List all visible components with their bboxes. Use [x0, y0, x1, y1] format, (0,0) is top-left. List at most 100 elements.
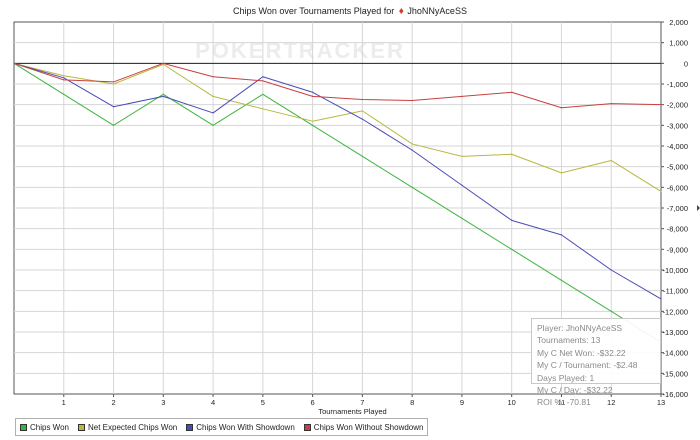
chart-title-player: JhoNNyAceSS — [407, 6, 467, 16]
series-point-1 — [262, 108, 264, 110]
legend: Chips Won Net Expected Chips Won Chips Won… — [15, 418, 429, 436]
series-point-3 — [312, 95, 314, 97]
series-point-3 — [63, 79, 65, 81]
series-point-2 — [312, 91, 314, 93]
chart-title: Chips Won over Tournaments Played for ♦ … — [0, 6, 700, 17]
series-point-2 — [162, 95, 164, 97]
series-point-1 — [660, 190, 662, 193]
series-point-1 — [461, 155, 463, 157]
series-point-2 — [361, 118, 363, 120]
series-point-0 — [112, 124, 115, 126]
legend-swatch — [186, 423, 194, 431]
x-tick-label: 4 — [211, 398, 215, 407]
x-tick-label: 10 — [508, 398, 516, 407]
tooltip-line: Tournaments: 13 — [537, 335, 601, 346]
x-tick-label: 1 — [62, 398, 66, 407]
series-point-2 — [63, 77, 65, 79]
series-point-3 — [112, 81, 115, 83]
y-tick-label: -15,000 — [663, 369, 688, 378]
tooltip-line: My C / Tournament: -$2.48 — [537, 360, 638, 371]
legend-item[interactable]: Net Expected Chips Won — [77, 422, 178, 432]
series-point-0 — [610, 310, 612, 312]
x-axis-label: Tournaments Played — [318, 407, 386, 416]
legend-item[interactable]: Chips Won — [20, 423, 69, 432]
chart-title-text: Chips Won over Tournaments Played for — [233, 6, 395, 16]
legend-item[interactable]: Chips Won With Showdown — [186, 423, 295, 432]
series-point-3 — [411, 99, 413, 102]
series-line-1 — [13, 62, 662, 192]
legend-label: Chips Won Without Showdown — [313, 422, 424, 432]
tooltip-line: ROI %: -70.81 — [537, 397, 591, 408]
x-tick-label: 5 — [261, 398, 265, 407]
series-point-3 — [262, 80, 264, 82]
series-point-1 — [560, 172, 563, 174]
series-point-1 — [63, 75, 65, 77]
series-point-2 — [112, 106, 115, 108]
series-point-3 — [610, 103, 612, 105]
y-tick-label: -8,000 — [667, 225, 688, 234]
x-tick-label: 12 — [607, 398, 615, 407]
series-point-1 — [112, 83, 115, 85]
series-point-2 — [411, 149, 413, 151]
series-point-1 — [212, 95, 214, 97]
series-point-2 — [461, 184, 463, 186]
series-point-3 — [13, 62, 15, 64]
y-tick-label: -5,000 — [667, 163, 688, 172]
tooltip-line: My C / Day: -$32.22 — [537, 385, 613, 396]
series-point-3 — [660, 104, 662, 106]
y-tick-label: -3,000 — [667, 121, 688, 130]
series-point-0 — [511, 248, 513, 250]
legend-item[interactable]: Chips Won Without Showdown — [303, 422, 424, 432]
x-tick-label: 6 — [311, 398, 315, 407]
series-point-0 — [312, 124, 314, 126]
series-point-3 — [212, 76, 214, 78]
series-point-0 — [162, 93, 164, 95]
x-tick-label: 8 — [410, 398, 414, 407]
y-tick-label: -6,000 — [667, 183, 688, 192]
series-point-1 — [610, 159, 612, 162]
series-point-1 — [361, 110, 363, 112]
series-point-0 — [63, 93, 65, 95]
legend-swatch — [20, 423, 27, 431]
series-point-0 — [262, 93, 264, 95]
series-point-0 — [461, 217, 463, 219]
y-tick-label: 0 — [684, 59, 688, 68]
y-tick-label: -2,000 — [667, 101, 688, 110]
legend-label: Chips Won — [30, 422, 69, 432]
series-point-0 — [411, 186, 413, 188]
y-tick-label: 1,000 — [669, 39, 688, 48]
tooltip-line: Player: JhoNNyAceSS — [537, 323, 623, 333]
series-line-0 — [13, 62, 662, 343]
x-tick-label: 9 — [460, 398, 464, 407]
legend-label: Net Expected Chips Won — [87, 422, 178, 432]
series-point-2 — [511, 219, 513, 221]
series-point-2 — [560, 234, 563, 236]
series-point-2 — [660, 298, 662, 300]
series-point-1 — [411, 143, 413, 145]
legend-label: Chips Won With Showdown — [196, 422, 295, 432]
series-point-2 — [610, 269, 612, 271]
series-point-2 — [212, 112, 214, 114]
poker-chip-icon: ♦ — [398, 6, 404, 17]
y-tick-label: -4,000 — [667, 142, 688, 151]
y-tick-label: -12,000 — [663, 307, 688, 316]
x-tick-label: 11 — [558, 398, 566, 407]
y-tick-label: -10,000 — [663, 266, 688, 275]
series-point-3 — [162, 62, 164, 64]
stats-tooltip: Player: JhoNNyAceSS Tournaments: 13 My C N… — [531, 318, 661, 407]
y-tick-label: -7,000 — [667, 204, 688, 213]
watermark: POKERTRACKER — [195, 38, 405, 63]
series-point-3 — [461, 95, 463, 97]
x-tick-label: 7 — [360, 398, 364, 407]
x-tick-label: 3 — [161, 398, 165, 407]
series-point-1 — [162, 63, 164, 65]
x-tick-label: 2 — [111, 398, 115, 407]
series-point-1 — [511, 153, 513, 155]
tooltip-line: My C Net Won: -$32.22 — [537, 347, 626, 358]
y-tick-label: -14,000 — [663, 349, 688, 358]
tooltip-line: Days Played: 1 — [537, 372, 595, 383]
series-point-2 — [262, 76, 264, 78]
series-point-0 — [361, 155, 363, 157]
